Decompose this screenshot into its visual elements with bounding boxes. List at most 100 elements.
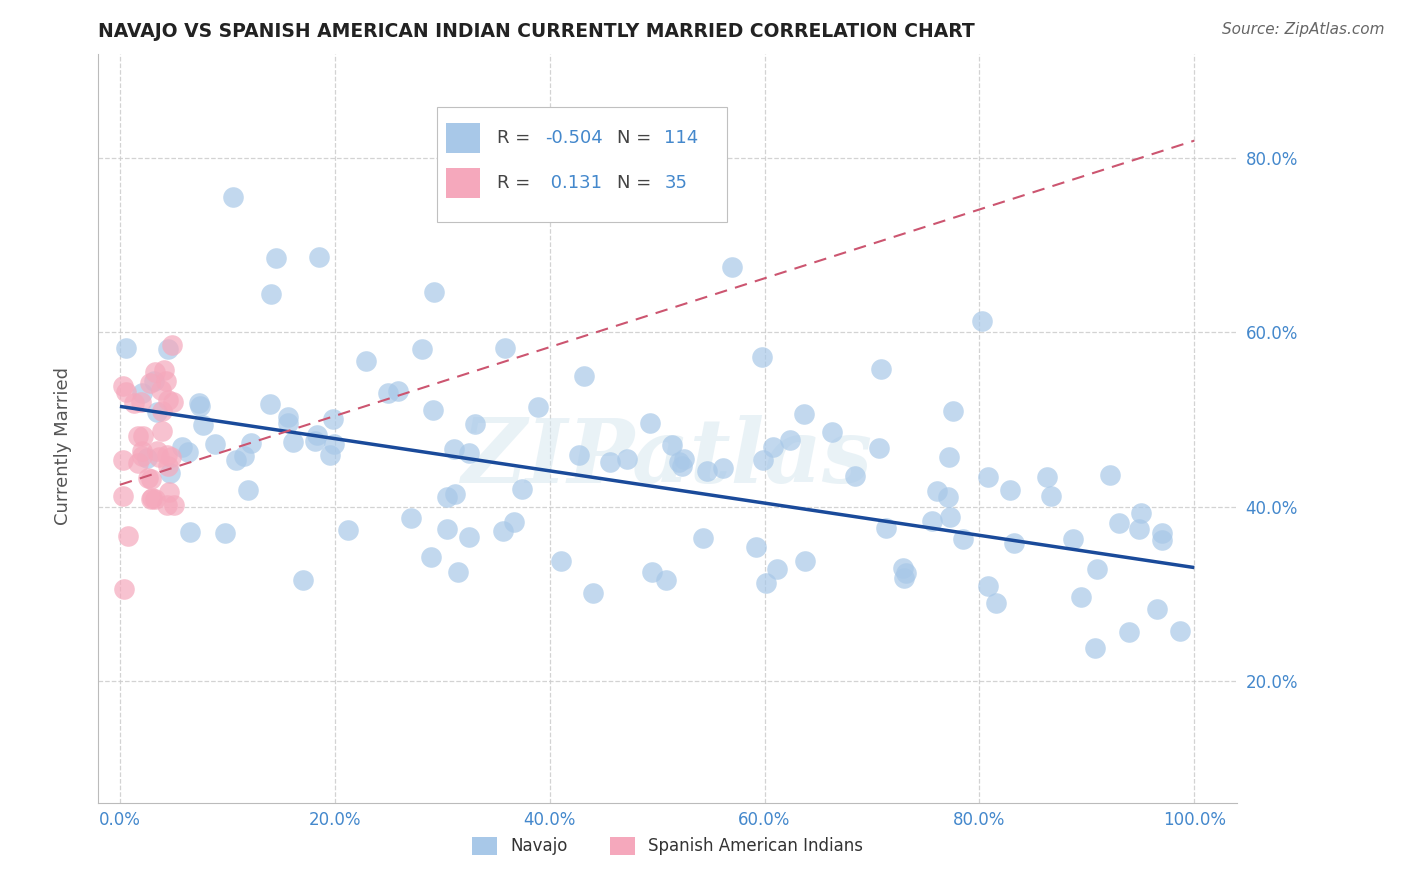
- Point: [984, 596, 1007, 610]
- Point: [821, 425, 844, 439]
- Text: Source: ZipAtlas.com: Source: ZipAtlas.com: [1222, 22, 1385, 37]
- Text: -0.504: -0.504: [546, 129, 603, 147]
- Point: [150, 383, 173, 397]
- Point: [696, 464, 718, 478]
- Point: [191, 417, 214, 432]
- Point: [214, 525, 236, 540]
- Point: [179, 524, 201, 539]
- Point: [157, 343, 180, 357]
- Point: [112, 582, 135, 597]
- Point: [150, 424, 173, 438]
- Point: [875, 521, 897, 535]
- Point: [131, 449, 153, 463]
- Point: [868, 442, 890, 456]
- Point: [260, 287, 283, 301]
- Text: 0.131: 0.131: [546, 174, 602, 192]
- Point: [942, 404, 965, 418]
- Point: [159, 466, 181, 480]
- Point: [233, 449, 256, 463]
- Point: [122, 395, 145, 409]
- Point: [977, 579, 1000, 593]
- Point: [1128, 522, 1150, 536]
- Point: [281, 434, 304, 449]
- Point: [893, 571, 915, 585]
- Point: [599, 455, 621, 469]
- Point: [952, 533, 974, 547]
- Point: [869, 362, 891, 376]
- Point: [1084, 641, 1107, 656]
- Point: [891, 561, 914, 575]
- Point: [150, 404, 173, 418]
- Point: [153, 363, 176, 377]
- Point: [793, 407, 815, 421]
- Point: [443, 487, 465, 501]
- Point: [131, 444, 153, 458]
- Point: [276, 416, 298, 430]
- Text: NAVAJO VS SPANISH AMERICAN INDIAN CURRENTLY MARRIED CORRELATION CHART: NAVAJO VS SPANISH AMERICAN INDIAN CURREN…: [98, 21, 976, 41]
- Point: [139, 472, 162, 486]
- Point: [304, 434, 326, 449]
- Point: [139, 376, 162, 390]
- FancyBboxPatch shape: [446, 169, 479, 198]
- Point: [1118, 625, 1140, 640]
- Text: 114: 114: [665, 129, 699, 147]
- Point: [238, 483, 260, 498]
- Point: [132, 429, 155, 443]
- Point: [157, 485, 180, 500]
- Point: [143, 365, 166, 379]
- Point: [259, 397, 281, 411]
- Point: [162, 395, 184, 409]
- Point: [420, 550, 443, 565]
- Point: [938, 450, 960, 464]
- Point: [582, 585, 605, 599]
- Point: [1039, 489, 1062, 503]
- Point: [1085, 562, 1108, 576]
- Text: N =: N =: [617, 174, 657, 192]
- Point: [1146, 602, 1168, 616]
- Point: [1168, 624, 1191, 639]
- Text: R =: R =: [498, 129, 536, 147]
- Point: [322, 412, 344, 426]
- Point: [494, 341, 516, 355]
- Text: R =: R =: [498, 174, 536, 192]
- Text: N =: N =: [617, 129, 657, 147]
- Point: [458, 446, 481, 460]
- Point: [721, 260, 744, 274]
- Point: [411, 342, 433, 356]
- Point: [225, 453, 247, 467]
- Point: [112, 379, 135, 393]
- Point: [156, 392, 179, 407]
- Point: [436, 491, 458, 505]
- Point: [938, 510, 960, 524]
- Point: [1036, 470, 1059, 484]
- Point: [572, 368, 595, 383]
- Point: [641, 566, 664, 580]
- Point: [160, 450, 183, 465]
- Point: [1002, 535, 1025, 549]
- Point: [616, 451, 638, 466]
- Point: [510, 482, 533, 496]
- Point: [136, 471, 159, 485]
- Point: [142, 374, 165, 388]
- Point: [672, 452, 695, 467]
- Point: [640, 416, 662, 430]
- Point: [112, 489, 135, 503]
- Point: [655, 574, 678, 588]
- Point: [146, 443, 169, 458]
- Point: [1108, 516, 1130, 531]
- Point: [692, 531, 714, 545]
- Point: [146, 405, 169, 419]
- Point: [568, 448, 591, 462]
- Point: [446, 565, 468, 579]
- Point: [1150, 533, 1173, 547]
- Point: [526, 400, 548, 414]
- Point: [188, 396, 211, 410]
- Legend: Navajo, Spanish American Indians: Navajo, Spanish American Indians: [465, 830, 870, 862]
- Point: [423, 285, 446, 299]
- Point: [155, 374, 177, 388]
- Point: [671, 459, 693, 474]
- Point: [661, 438, 683, 452]
- Point: [668, 455, 690, 469]
- Text: ZIPatlas: ZIPatlas: [463, 415, 873, 501]
- Point: [136, 450, 159, 465]
